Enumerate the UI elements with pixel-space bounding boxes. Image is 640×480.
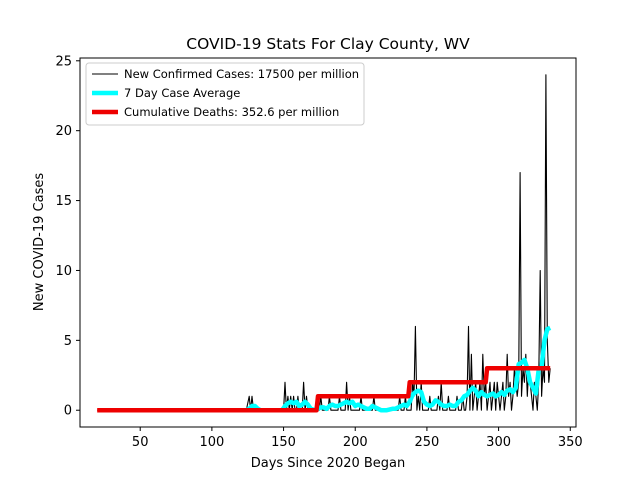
y-axis: 0 5 10 15 20 25: [55, 54, 80, 419]
series-layer: [97, 74, 552, 413]
chart-title: COVID-19 Stats For Clay County, WV: [186, 35, 470, 53]
x-tick-label: 200: [343, 435, 368, 450]
x-tick-label: 350: [558, 435, 583, 450]
legend-entry-cumulative-deaths: Cumulative Deaths: 352.6 per million: [92, 105, 339, 119]
y-tick-label: 5: [64, 334, 72, 349]
y-tick-label: 25: [55, 54, 72, 69]
legend-entry-new-cases: New Confirmed Cases: 17500 per million: [92, 67, 359, 81]
y-axis-label: New COVID-19 Cases: [32, 173, 47, 311]
plot-frame: [79, 57, 577, 428]
legend-entry-seven-day-average: 7 Day Case Average: [92, 86, 240, 100]
legend-label: Cumulative Deaths: 352.6 per million: [124, 105, 339, 119]
x-tick-label: 150: [271, 435, 296, 450]
plot-area: [79, 57, 577, 428]
x-tick-label: 300: [486, 435, 511, 450]
legend: New Confirmed Cases: 17500 per million 7 …: [85, 62, 365, 126]
x-tick-label: 100: [199, 435, 224, 450]
legend-label: 7 Day Case Average: [124, 86, 240, 100]
x-axis-label: Days Since 2020 Began: [251, 456, 406, 471]
x-tick-label: 250: [414, 435, 439, 450]
cumulative-deaths-line: [97, 366, 551, 413]
x-tick-label: 50: [132, 435, 149, 450]
y-tick-label: 15: [55, 194, 72, 209]
y-tick-label: 10: [55, 264, 72, 279]
y-tick-label: 20: [55, 124, 72, 139]
x-axis: 50 100 150 200 250 300 350: [132, 427, 583, 450]
legend-box: [85, 62, 365, 126]
legend-label: New Confirmed Cases: 17500 per million: [124, 67, 359, 81]
y-tick-label: 0: [64, 404, 72, 419]
